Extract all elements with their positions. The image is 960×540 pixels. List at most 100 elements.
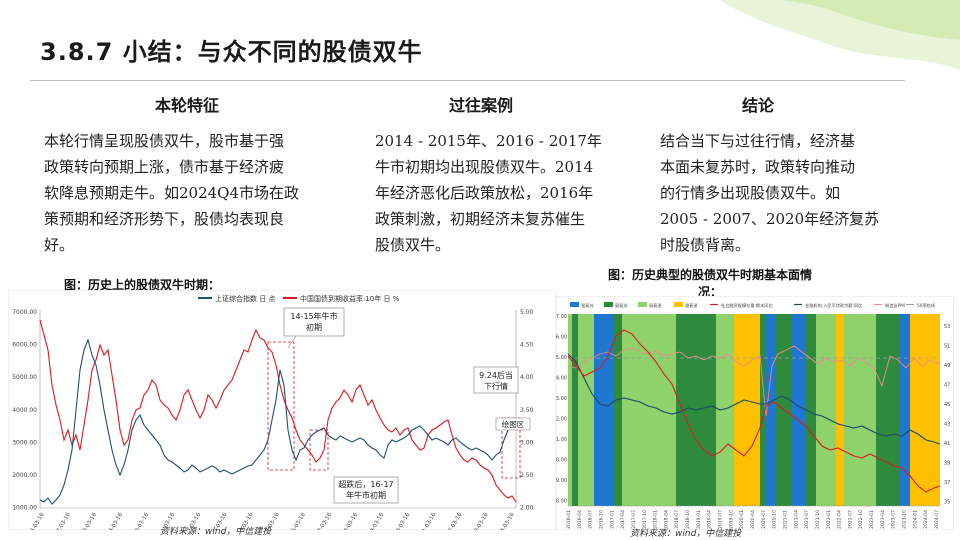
left-tick-label: 7000.00 xyxy=(12,309,37,316)
bond-yield-line xyxy=(39,319,517,503)
legend-swatch xyxy=(570,302,579,307)
highlight-box-2024 xyxy=(501,417,521,479)
left-tick-label: 5000.00 xyxy=(12,374,37,381)
x-tick-label: 2017-10 xyxy=(642,510,648,529)
right-tick-label: 51 xyxy=(944,344,950,350)
x-tick-label: 2020-10 xyxy=(772,510,778,529)
left-tick-label: 3000.00 xyxy=(12,439,37,446)
highlight-box-2014 xyxy=(267,341,295,471)
x-tick-label: 2016-01 xyxy=(566,510,572,529)
right-tick-label: 37 xyxy=(944,480,950,486)
legend-stock-label: 上证综合指数 日 点 xyxy=(215,294,275,303)
x-tick-label: 2018-10 xyxy=(685,510,691,529)
svg-text:初期: 初期 xyxy=(306,322,322,332)
highlight-box-2016 xyxy=(309,429,329,471)
legend-swatch xyxy=(674,302,683,307)
left-tick-label: 13.00 xyxy=(556,396,567,402)
right-tick-label: 47 xyxy=(944,383,950,389)
x-tick-label: 2019-04 xyxy=(707,510,713,529)
svg-text:超跌后，16-17: 超跌后，16-17 xyxy=(338,479,393,489)
tsf-growth-line xyxy=(567,329,941,493)
annotation-2016 xyxy=(333,476,399,504)
left-tick-label: 2000.00 xyxy=(12,472,37,479)
svg-text:9.24后当: 9.24后当 xyxy=(479,370,513,380)
right-tick-label: 41 xyxy=(944,441,950,447)
right-tick-label: 49 xyxy=(944,363,950,369)
x-tick-label: 2016-10 xyxy=(598,510,604,529)
right-tick-label: 4.50 xyxy=(520,342,534,349)
left-tick-label: 14.00 xyxy=(556,376,567,382)
right-tick-label: 4.00 xyxy=(520,374,534,381)
svg-text:14-15年牛市: 14-15年牛市 xyxy=(290,311,337,321)
x-tick-label: 2016-07 xyxy=(588,510,594,529)
left-tick-label: 12.00 xyxy=(556,417,567,423)
legend-label: 金融机构:人民币贷款余额:同比 xyxy=(805,302,862,309)
legend-label: 制造业PMI xyxy=(885,302,905,309)
annotation-2024 xyxy=(473,366,519,394)
x-tick-label: 2021-10 xyxy=(815,510,821,529)
right-tick-label: 53 xyxy=(944,324,950,330)
left-tick-label: 8.00 xyxy=(556,499,567,505)
x-tick-label: 2017-07 xyxy=(631,510,637,529)
left-chart-caption: 图：历史上的股债双牛时期： xyxy=(64,278,221,292)
x-tick-label: 2018-07 xyxy=(674,510,680,529)
x-tick-label: 2021-04 xyxy=(793,510,799,529)
left-tick-label: 9.00 xyxy=(556,478,567,484)
plot-area-tag xyxy=(495,417,531,431)
x-tick-label: 2022-04 xyxy=(837,510,843,529)
x-tick-label: 2023-07 xyxy=(891,510,897,529)
x-tick-label: 2016-04 xyxy=(577,510,583,529)
right-chart-right-ticks: 53 51 49 47 45 43 41 39 37 35 xyxy=(944,324,950,506)
annotation-2014 xyxy=(283,307,345,337)
x-tick-label: 2021-01 xyxy=(782,510,788,529)
left-tick-label: 1000.00 xyxy=(12,505,37,512)
x-tick-label: 2019-07 xyxy=(718,510,724,529)
left-chart-axes xyxy=(39,310,517,509)
left-tick-label: 17.00 xyxy=(556,314,567,320)
right-chart-left-ticks: 17.00 16.00 15.00 14.00 13.00 12.00 11.00 10.00… xyxy=(556,314,567,505)
legend-label: 社会融资规模存量:期末同比 xyxy=(721,302,773,309)
x-tick-label: 2021-07 xyxy=(804,510,810,529)
left-tick-label: 16.00 xyxy=(556,335,567,341)
x-tick-label: 2022-10 xyxy=(858,510,864,529)
legend-swatch xyxy=(604,302,613,307)
svg-text:下行情: 下行情 xyxy=(484,381,508,391)
x-tick-label: 2018-04 xyxy=(663,510,669,529)
right-tick-label: 3.50 xyxy=(520,407,534,414)
title-divider xyxy=(30,80,905,81)
right-tick-label: 35 xyxy=(944,500,950,506)
left-chart: 上证综合指数 日 点 中国国债到期收益率:10年 日 % 7000.00 6000… xyxy=(8,290,556,530)
x-tick-label: 2019-01 xyxy=(696,510,702,529)
left-chart-source: 资料来源：wind，中信建投 xyxy=(160,527,272,537)
legend-label: 弱衰退 xyxy=(649,302,662,309)
legend-bond-label: 中国国债到期收益率:10年 日 % xyxy=(300,294,400,303)
column-text-cases: 2014 - 2015年、2016 - 2017年 牛市初期均出现股债双牛。20… xyxy=(375,132,602,254)
page-title: 3.8.7 小结：与众不同的股债双牛 xyxy=(40,38,423,66)
right-chart-x-ticks: 2016-01 2016-04 2016-07 2016-10 2017-01 2017-… xyxy=(566,510,940,529)
column-heading-cases: 过往案例 xyxy=(449,96,514,115)
column-heading-conclusion: 结论 xyxy=(742,96,775,115)
legend-label: 强复苏 xyxy=(581,302,594,309)
x-tick-label: 2023-04 xyxy=(880,510,886,529)
column-text-features: 本轮行情呈现股债双牛，股市基于强 政策转向预期上涨，债市基于经济疲 软降息预期走… xyxy=(44,132,300,254)
legend-label: 强衰退 xyxy=(685,302,698,309)
right-tick-label: 43 xyxy=(944,422,950,428)
right-tick-label: 39 xyxy=(944,461,950,467)
decorative-wave xyxy=(720,0,960,70)
right-chart-legend: 强复苏 弱复苏 弱衰退 强衰退 社会融资规模存量:期末同比 金融机构:人民币贷款余额:同比… xyxy=(570,302,936,309)
x-tick-label: 2024-07 xyxy=(934,510,940,529)
pmi-line xyxy=(567,345,941,417)
legend-swatch xyxy=(638,302,647,307)
left-tick-label: 11.00 xyxy=(556,437,567,443)
regime-bands xyxy=(568,314,940,506)
right-chart: 强复苏 弱复苏 弱衰退 强衰退 社会融资规模存量:期末同比 金融机构:人民币贷款余额:同比… xyxy=(556,296,954,530)
column-text-conclusion: 结合当下与过往行情，经济基 本面未复苏时，政策转向推动 的行情多出现股债双牛。如… xyxy=(660,132,880,254)
x-tick-label: 2017-04 xyxy=(620,510,626,529)
right-tick-label: 2.50 xyxy=(520,472,534,479)
x-tick-label: 2018-01 xyxy=(653,510,659,529)
right-axis-ticks: 5.00 4.50 4.00 3.50 3.00 2.50 2.00 xyxy=(520,309,534,512)
svg-text:绘图区: 绘图区 xyxy=(502,419,525,429)
right-tick-label: 45 xyxy=(944,402,950,408)
right-tick-label: 2.00 xyxy=(520,505,534,512)
